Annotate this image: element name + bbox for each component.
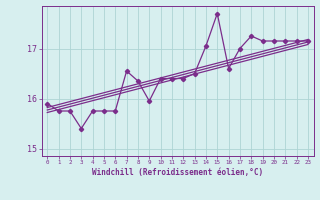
X-axis label: Windchill (Refroidissement éolien,°C): Windchill (Refroidissement éolien,°C) bbox=[92, 168, 263, 177]
